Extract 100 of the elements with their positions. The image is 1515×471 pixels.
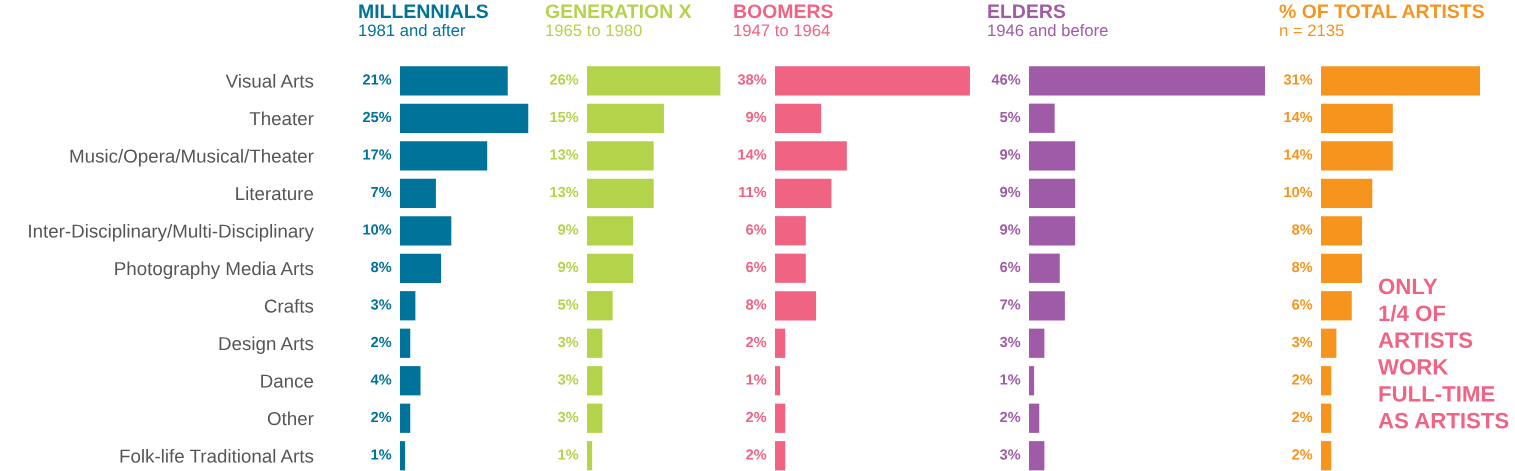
bar: [1321, 141, 1393, 171]
bar: [400, 441, 406, 471]
chart-subtitle: 1946 and before: [988, 24, 1108, 37]
chart-subtitle: 1981 and after: [359, 24, 466, 37]
bar: [587, 216, 634, 246]
bar: [587, 291, 613, 321]
data-label: 9%: [746, 111, 767, 123]
chart-title: BOOMERS: [734, 4, 833, 19]
bar: [587, 178, 654, 208]
data-label: 13%: [550, 149, 579, 160]
chart-title: GENERATION X: [545, 4, 692, 19]
bar: [1029, 366, 1035, 396]
data-label: 2%: [371, 336, 392, 348]
data-label: 14%: [1284, 149, 1313, 160]
bar: [1321, 291, 1352, 321]
data-label: 6%: [1292, 299, 1313, 310]
bar: [1029, 253, 1060, 283]
bar: [587, 441, 593, 471]
bar: [400, 178, 436, 208]
bar: [587, 66, 721, 96]
bar: [400, 66, 508, 96]
data-label: 3%: [557, 374, 579, 385]
bar: [1321, 403, 1332, 433]
data-label: 14%: [738, 149, 767, 160]
y-tick-label: Inter-Disciplinary/Multi-Disciplinary: [29, 223, 314, 242]
chart-subtitle: n = 2135: [1280, 24, 1344, 37]
bar: [775, 291, 817, 321]
y-tick-label: Literature: [236, 186, 314, 201]
bar: [775, 66, 970, 96]
data-label: 9%: [1000, 186, 1021, 198]
bar: [775, 366, 781, 396]
bar: [1029, 66, 1265, 96]
bar: [1321, 66, 1481, 96]
data-label: 2%: [371, 411, 392, 423]
data-label: 3%: [557, 336, 579, 348]
bar: [587, 366, 603, 396]
data-label: 4%: [370, 374, 392, 385]
bar: [1321, 441, 1332, 471]
bar: [1029, 216, 1076, 246]
data-label: 3%: [1291, 336, 1313, 348]
data-label: 46%: [991, 74, 1021, 85]
chart-title: ELDERS: [988, 4, 1066, 19]
data-label: 5%: [1000, 111, 1021, 123]
data-label: 9%: [558, 224, 579, 235]
data-label: 1%: [746, 374, 767, 385]
chart-subtitle: 1947 to 1964: [734, 24, 830, 37]
data-label: 1%: [371, 449, 392, 460]
data-label: 2%: [746, 449, 767, 460]
data-label: 9%: [1000, 149, 1021, 160]
bar: [775, 403, 786, 433]
data-label: 13%: [550, 186, 579, 198]
data-label: 17%: [363, 149, 392, 160]
bar: [1321, 253, 1363, 283]
bar: [400, 366, 421, 396]
y-tick-label: Folk-life Traditional Arts: [120, 448, 314, 463]
y-tick-label: Design Arts: [219, 336, 314, 354]
chart-title: MILLENNIALS: [359, 4, 488, 19]
data-label: 31%: [1283, 74, 1313, 85]
data-label: 3%: [999, 449, 1021, 460]
bar: [1321, 103, 1393, 133]
data-label: 2%: [1292, 411, 1313, 423]
bar: [775, 216, 806, 246]
y-tick-label: Photography Media Arts: [115, 261, 314, 279]
bar: [587, 103, 664, 133]
y-tick-label: Visual Arts: [225, 73, 314, 88]
data-label: 15%: [550, 111, 579, 123]
y-tick-label: Theater: [249, 111, 314, 126]
bar: [400, 216, 452, 246]
data-label: 3%: [999, 336, 1021, 348]
bar: [1029, 291, 1065, 321]
bar: [775, 253, 806, 283]
y-tick-label: Other: [267, 411, 314, 426]
bar: [400, 253, 442, 283]
bar: [400, 291, 416, 321]
bar: [587, 141, 654, 171]
data-label: 9%: [1000, 224, 1021, 235]
data-label: 1%: [558, 449, 579, 460]
data-label: 2%: [746, 411, 767, 423]
data-label: 5%: [558, 299, 579, 310]
bar: [400, 403, 411, 433]
data-label: 38%: [737, 74, 767, 85]
data-label: 2%: [746, 336, 767, 348]
data-label: 7%: [1000, 299, 1021, 310]
chart-subtitle: 1965 to 1980: [546, 24, 642, 37]
data-label: 6%: [1000, 261, 1021, 273]
bar: [587, 328, 603, 358]
bar: [1029, 103, 1055, 133]
y-tick-label: Music/Opera/Musical/Theater: [70, 148, 314, 167]
data-label: 2%: [1292, 374, 1313, 385]
data-label: 8%: [1292, 224, 1313, 235]
bar: [400, 328, 411, 358]
data-label: 11%: [739, 186, 767, 198]
data-label: 1%: [1000, 374, 1021, 385]
bar: [775, 141, 847, 171]
y-tick-label: Crafts: [264, 298, 314, 313]
bar: [775, 103, 822, 133]
data-label: 2%: [1000, 411, 1021, 423]
bar: [1029, 141, 1076, 171]
bar: [1321, 178, 1373, 208]
bar: [1029, 441, 1045, 471]
